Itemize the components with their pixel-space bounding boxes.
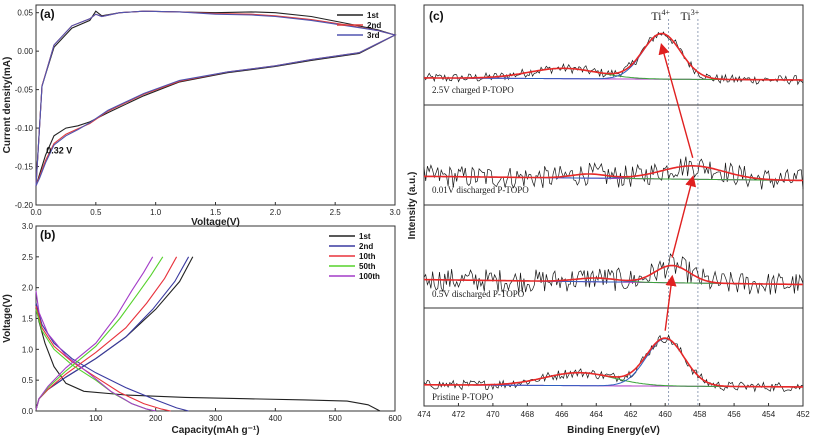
a-series-line-1st <box>35 10 397 186</box>
b-xtick-label: 400 <box>269 414 283 423</box>
a-legend-label: 3rd <box>367 31 380 40</box>
c-shift-arrow <box>671 175 697 258</box>
a-xtick-label: 2.0 <box>270 208 282 217</box>
b-xtick-label: 100 <box>89 414 103 423</box>
b-legend-label: 10th <box>359 252 376 261</box>
b-ytick-label: 0.5 <box>22 376 34 385</box>
c-peak-label-sup: 4+ <box>661 8 670 17</box>
b-ytick-label: 0.0 <box>22 407 34 416</box>
c-xtick-label: 454 <box>762 410 776 419</box>
b-ytick-label: 1.5 <box>22 315 34 324</box>
c-xtick-label: 460 <box>659 410 673 419</box>
panel-b-charge-discharge: 100 200 300 400 500 600 0.0 0.5 1.0 1.5 2.0 2.5 3.0 C… <box>2 222 402 436</box>
c-xtick-label: 466 <box>555 410 569 419</box>
a-xtick-label: 0.5 <box>90 208 102 217</box>
c-x-axis-title: Binding Energy(eV) <box>567 425 660 436</box>
c-xtick-label: 452 <box>796 410 810 419</box>
c-xtick-label: 468 <box>521 410 535 419</box>
c-fit-envelope <box>423 165 804 182</box>
a-peak-annotation: 0.32 V <box>46 145 72 155</box>
c-y-axis-title: Intensity (a.u.) <box>407 172 418 240</box>
c-subpanel-label: 0.01V discharged P-TOPO <box>432 185 529 195</box>
b-charge-curve-50th <box>35 256 164 410</box>
c-peak-label: Ti4+ <box>651 8 670 23</box>
b-xtick-label: 300 <box>209 414 223 423</box>
b-ytick-label: 3.0 <box>22 222 34 231</box>
c-shift-arrow <box>664 274 677 331</box>
a-ytick-label: 0.00 <box>17 47 33 56</box>
a-y-axis-title: Current density(mA) <box>2 57 13 154</box>
b-panel-label: (b) <box>40 228 55 242</box>
b-charge-curve-1st <box>35 256 194 410</box>
c-fit-envelope <box>424 337 803 388</box>
c-raw-spectrum <box>423 253 804 295</box>
a-x-axis-title: Voltage(V) <box>191 217 240 228</box>
a-xtick-label: 1.5 <box>210 208 222 217</box>
c-peak-label-sup: 3+ <box>691 8 700 17</box>
c-xtick-label: 462 <box>624 410 638 419</box>
b-discharge-curve-1st <box>35 303 381 412</box>
b-discharge-curve-10th <box>35 306 171 412</box>
c-peak-label-main: Ti <box>681 9 692 23</box>
c-xtick-label: 472 <box>452 410 466 419</box>
b-legend-label: 1st <box>359 232 371 241</box>
c-peak-label-main: Ti <box>651 9 662 23</box>
a-ytick-label: -0.05 <box>15 86 34 95</box>
c-xtick-label: 458 <box>693 410 707 419</box>
b-legend-label: 100th <box>359 272 380 281</box>
c-panel-label: (c) <box>429 9 444 23</box>
b-legend-label: 2nd <box>359 242 373 251</box>
a-xtick-label: 2.5 <box>330 208 342 217</box>
c-fit-component <box>424 338 803 388</box>
panel-b-frame <box>35 225 396 412</box>
b-charge-curve-2nd <box>35 256 190 410</box>
a-legend-label: 2nd <box>367 21 381 30</box>
c-fit-envelope <box>424 32 803 81</box>
a-panel-label: (a) <box>40 7 55 21</box>
c-xtick-label: 474 <box>417 410 431 419</box>
b-discharge-curve-100th <box>35 290 156 412</box>
b-ytick-label: 2.5 <box>22 253 34 262</box>
c-xtick-label: 464 <box>590 410 604 419</box>
b-xtick-label: 600 <box>388 414 402 423</box>
a-series-line-3rd <box>35 10 397 187</box>
c-fit-envelope <box>424 264 804 286</box>
a-xtick-label: 3.0 <box>389 208 401 217</box>
c-raw-spectrum <box>423 334 804 393</box>
a-xtick-label: 1.0 <box>150 208 162 217</box>
a-ytick-label: -0.15 <box>15 163 34 172</box>
b-legend-label: 50th <box>359 262 376 271</box>
c-shift-arrow <box>658 43 694 159</box>
c-subpanel-label: Pristine P-TOPO <box>432 392 494 402</box>
b-x-axis-title: Capacity(mAh g⁻¹) <box>171 425 259 436</box>
c-xtick-label: 456 <box>727 410 741 419</box>
c-subpanel-label: 0.5V discharged P-TOPO <box>432 289 525 299</box>
a-legend-label: 1st <box>367 11 379 20</box>
a-ytick-label: -0.20 <box>15 201 34 210</box>
a-ytick-label: 0.05 <box>17 9 33 18</box>
a-ytick-label: -0.10 <box>15 124 34 133</box>
c-subpanel-label: 2.5V charged P-TOPO <box>432 85 514 95</box>
a-xtick-label: 0.0 <box>30 208 42 217</box>
b-discharge-curve-2nd <box>35 302 189 412</box>
b-xtick-label: 200 <box>149 414 163 423</box>
c-raw-spectrum <box>423 31 804 86</box>
a-peak-annotation: 0.52 V <box>70 0 96 1</box>
c-xtick-label: 470 <box>486 410 500 419</box>
b-y-axis-title: Voltage(V) <box>2 294 13 343</box>
b-ytick-label: 2.0 <box>22 284 34 293</box>
b-ytick-label: 1.0 <box>22 345 34 354</box>
panel-a-voltammogram: 0.0 0.5 1.0 1.5 2.0 2.5 3.0 -0.20 -0.15 -0.10 -0.0… <box>2 0 401 228</box>
b-charge-curve-100th <box>35 256 154 410</box>
a-series-line-2nd <box>35 10 397 186</box>
c-peak-label: Ti3+ <box>681 8 700 23</box>
b-xtick-label: 500 <box>328 414 342 423</box>
